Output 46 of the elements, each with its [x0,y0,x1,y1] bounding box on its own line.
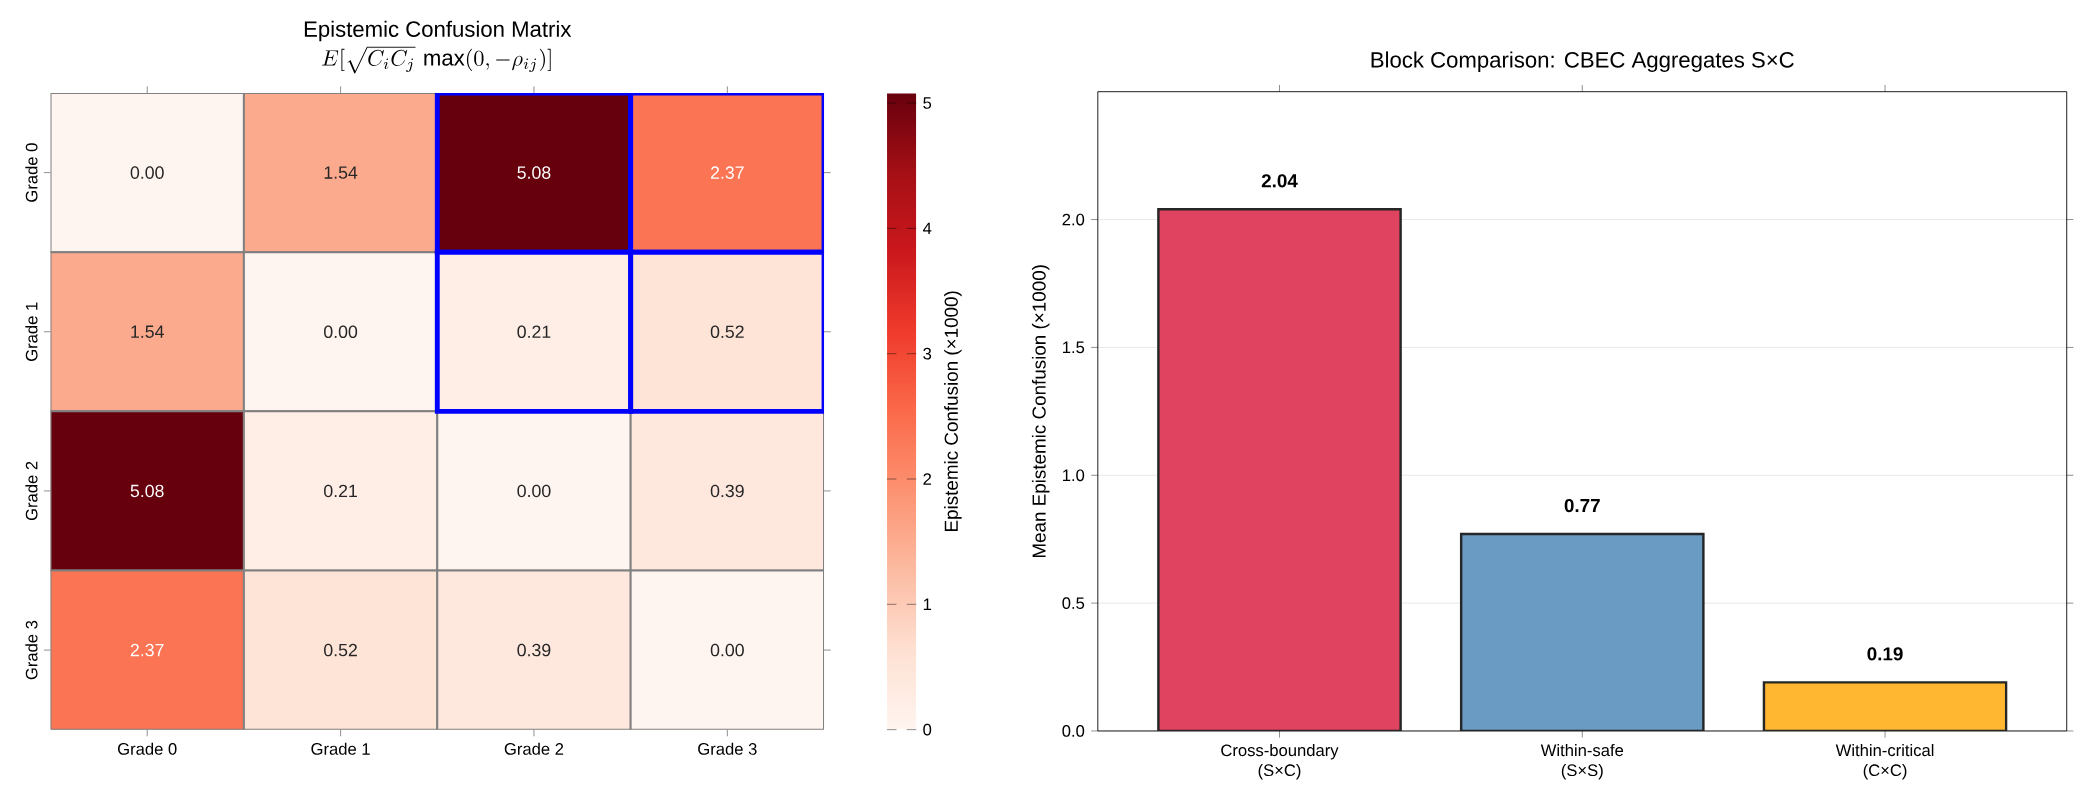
x-tick-label: Grade 2 [504,742,564,755]
x-tick-label: Within-safe (S×S) [1540,743,1624,780]
y-tick-label: 1.5 [1062,341,1085,354]
data-label: 2.37 [711,166,744,179]
color-bar-label: 4 [922,222,932,234]
data-label: 0.21 [517,325,551,338]
y-tick-label: Grade 2 [25,461,38,520]
color-bar-label: 5 [923,97,932,109]
y-tick-label: Grade 3 [25,620,38,680]
data-label: 2.04 [1261,173,1298,188]
color-bar-label: 3 [923,347,932,360]
data-label: 2.37 [130,643,164,657]
y-tick-label: 2.0 [1062,213,1085,226]
y-tick-label: 1.0 [1062,469,1085,481]
color-bar-title: Epistemic Confusion (×1000) [944,291,962,531]
data-label: 0.00 [130,166,164,179]
data-label: 0.19 [1867,647,1903,661]
y-axis-title: Mean Epistemic Confusion (×1000) [1031,265,1050,557]
data-label: 0.00 [517,484,551,497]
x-tick-label: Within-critical (C×C) [1835,743,1934,780]
data-label: 0.39 [710,484,744,497]
data-label: 0.39 [517,643,551,657]
x-tick-label: Grade 0 [118,742,177,755]
y-tick-label: Grade 1 [25,302,38,361]
y-tick-label: Grade 0 [25,143,38,202]
x-tick-label: Grade 3 [698,742,757,755]
data-label: 1.54 [131,325,164,338]
data-label: 1.54 [324,166,358,179]
data-label: 0.21 [324,484,357,497]
y-tick-label: 0.5 [1062,597,1085,609]
color-bar-label: 1 [923,598,932,610]
chart-title: Epistemic Confusion Matrix [304,20,572,42]
x-tick-label: Cross-boundary (S×C) [1221,743,1339,780]
color-bar-label: 2 [923,473,932,485]
data-label: 0.52 [710,325,744,338]
x-tick-label: Grade 1 [311,742,370,755]
chart-subtitle: $E[\sqrt{C_i C_j}\,\max(0,-\rho_{ij})]$ [322,46,551,74]
data-label: 0.00 [324,325,358,338]
data-label: 0.00 [710,643,744,657]
data-label: 0.77 [1564,498,1600,513]
data-label: 5.08 [517,166,551,179]
data-label: 0.52 [324,643,357,657]
y-tick-label: 0.0 [1062,724,1085,737]
color-bar-label: 0 [923,723,932,736]
data-label: 5.08 [130,484,164,497]
chart-title: Block Comparison: CBEC Aggregates S×C [1371,51,1794,72]
